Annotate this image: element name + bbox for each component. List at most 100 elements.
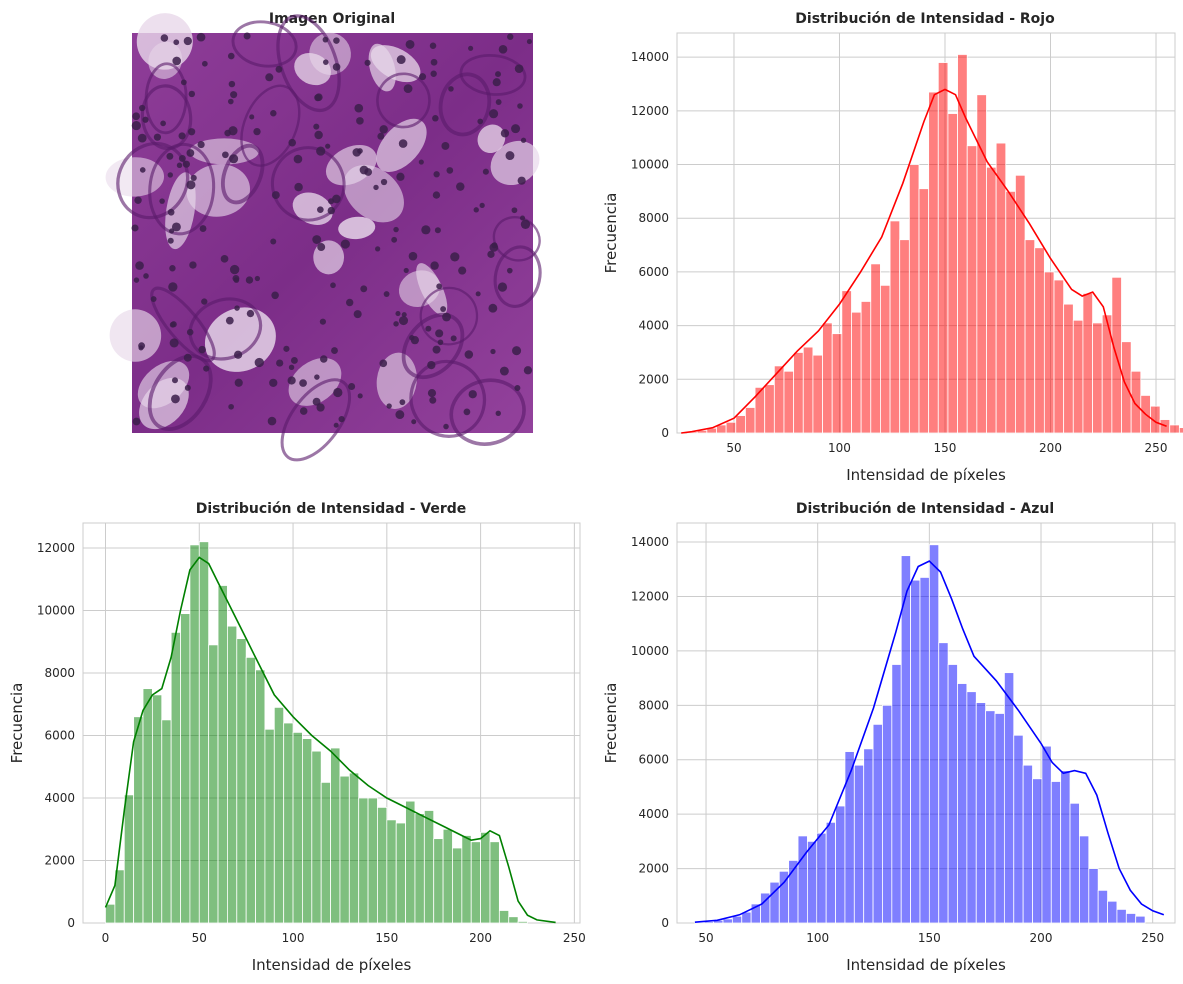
chart-title: Distribución de Intensidad - Rojo xyxy=(795,11,1055,27)
x-tick-label: 200 xyxy=(1030,931,1053,945)
histogram-bar xyxy=(395,822,406,924)
histogram-bar xyxy=(292,731,303,924)
histogram-bar xyxy=(236,638,247,924)
chart-title: Distribución de Intensidad - Azul xyxy=(796,501,1054,517)
x-tick-label: 200 xyxy=(469,931,492,945)
y-tick-label: 2000 xyxy=(44,854,75,868)
histogram-bar xyxy=(470,841,482,924)
y-tick-label: 8000 xyxy=(638,211,669,225)
y-tick-label: 12000 xyxy=(631,589,669,603)
y-tick-label: 0 xyxy=(661,916,669,930)
histogram-bar xyxy=(1178,427,1183,434)
histogram-bar xyxy=(1072,319,1084,434)
y-tick-label: 2000 xyxy=(638,862,669,876)
histogram-bar xyxy=(489,841,500,924)
histogram-bar xyxy=(1088,868,1099,924)
histogram-bar xyxy=(938,642,949,924)
histogram-bar xyxy=(1041,745,1052,924)
x-tick-label: 50 xyxy=(726,441,741,455)
histogram-bar xyxy=(433,838,444,924)
histogram-bar xyxy=(860,301,872,434)
histogram-bar xyxy=(217,585,228,924)
histogram-bar xyxy=(797,835,808,924)
histogram-bar xyxy=(283,722,294,924)
histogram-bar xyxy=(461,835,472,924)
image-panel: Imagen Original xyxy=(105,11,542,462)
x-tick-label: 250 xyxy=(563,931,586,945)
histogram-bar xyxy=(910,579,921,924)
y-tick-label: 0 xyxy=(67,916,75,930)
histogram-bar xyxy=(731,915,743,924)
histogram-bar xyxy=(899,239,910,434)
histogram-bar xyxy=(442,828,453,924)
histogram-bar xyxy=(255,669,266,924)
histogram-bar xyxy=(517,921,528,924)
histogram-bar xyxy=(208,644,219,924)
histogram-bar xyxy=(919,577,930,924)
histogram-bar xyxy=(1050,781,1062,924)
histogram-bar xyxy=(1063,303,1074,434)
histogram-bar xyxy=(227,625,238,924)
histogram-bar xyxy=(816,832,827,924)
histogram-bar xyxy=(1043,271,1055,434)
x-tick-label: 100 xyxy=(282,931,305,945)
y-axis-label: Frecuencia xyxy=(602,683,620,764)
histogram-bar xyxy=(985,710,996,924)
histogram-bar xyxy=(320,781,331,924)
y-tick-label: 10000 xyxy=(37,604,75,618)
histogram-bar xyxy=(302,738,313,924)
histogram-bar xyxy=(841,290,852,434)
y-tick-label: 4000 xyxy=(638,319,669,333)
y-tick-label: 4000 xyxy=(638,807,669,821)
histogram-bar xyxy=(975,702,987,924)
histogram-bar xyxy=(722,918,733,924)
x-tick-label: 150 xyxy=(934,441,957,455)
histogram-bar xyxy=(1069,802,1080,924)
histogram-bar xyxy=(773,365,785,434)
x-tick-label: 0 xyxy=(102,931,110,945)
histogram-bar xyxy=(423,810,435,924)
x-axis-label: Intensidad de píxeles xyxy=(252,956,412,974)
histogram-bar xyxy=(170,631,181,924)
histogram-bar xyxy=(1092,322,1103,434)
y-tick-label: 10000 xyxy=(631,644,669,658)
y-tick-label: 12000 xyxy=(631,104,669,118)
histogram-bar xyxy=(414,813,425,924)
histogram-bar xyxy=(377,806,388,924)
histogram-bar xyxy=(498,910,510,924)
x-tick-label: 50 xyxy=(698,931,713,945)
histogram-bar xyxy=(123,794,135,924)
histogram-bar xyxy=(161,719,172,924)
histogram-bar xyxy=(198,541,210,924)
histogram-bar xyxy=(1013,734,1024,924)
histogram-bar xyxy=(480,831,491,924)
histogram-bar xyxy=(764,384,775,434)
histogram-bar xyxy=(872,723,883,924)
histogram-bar xyxy=(1024,239,1036,434)
y-tick-label: 4000 xyxy=(44,791,75,805)
original-image xyxy=(105,13,542,462)
histogram-bar xyxy=(1079,835,1090,924)
histogram-bar xyxy=(1130,370,1142,434)
x-axis-label: Intensidad de píxeles xyxy=(846,956,1006,974)
histogram-bar xyxy=(1125,913,1137,924)
y-tick-label: 8000 xyxy=(44,666,75,680)
kde-line xyxy=(681,88,1167,434)
tissue-texture xyxy=(105,13,542,462)
histogram-bar xyxy=(1135,915,1146,924)
histogram-bar xyxy=(928,544,940,924)
histogram-green: 0 50 100 150 200 250 0 2000 4000 6000 8000 10000 120… xyxy=(8,501,586,974)
histogram-bar xyxy=(405,800,416,924)
histogram-bar xyxy=(151,694,163,924)
y-tick-label: 12000 xyxy=(37,541,75,555)
histogram-bar xyxy=(947,113,958,434)
kde-line xyxy=(694,560,1165,923)
chart-title: Distribución de Intensidad - Verde xyxy=(196,501,467,517)
histogram-bar xyxy=(311,750,322,924)
histogram-bar xyxy=(1082,293,1093,434)
histogram-bar xyxy=(189,544,200,924)
histogram-bar xyxy=(245,656,256,924)
histogram-bar xyxy=(986,166,997,434)
histogram-bar xyxy=(1003,672,1015,924)
histogram-bar xyxy=(1022,764,1033,924)
